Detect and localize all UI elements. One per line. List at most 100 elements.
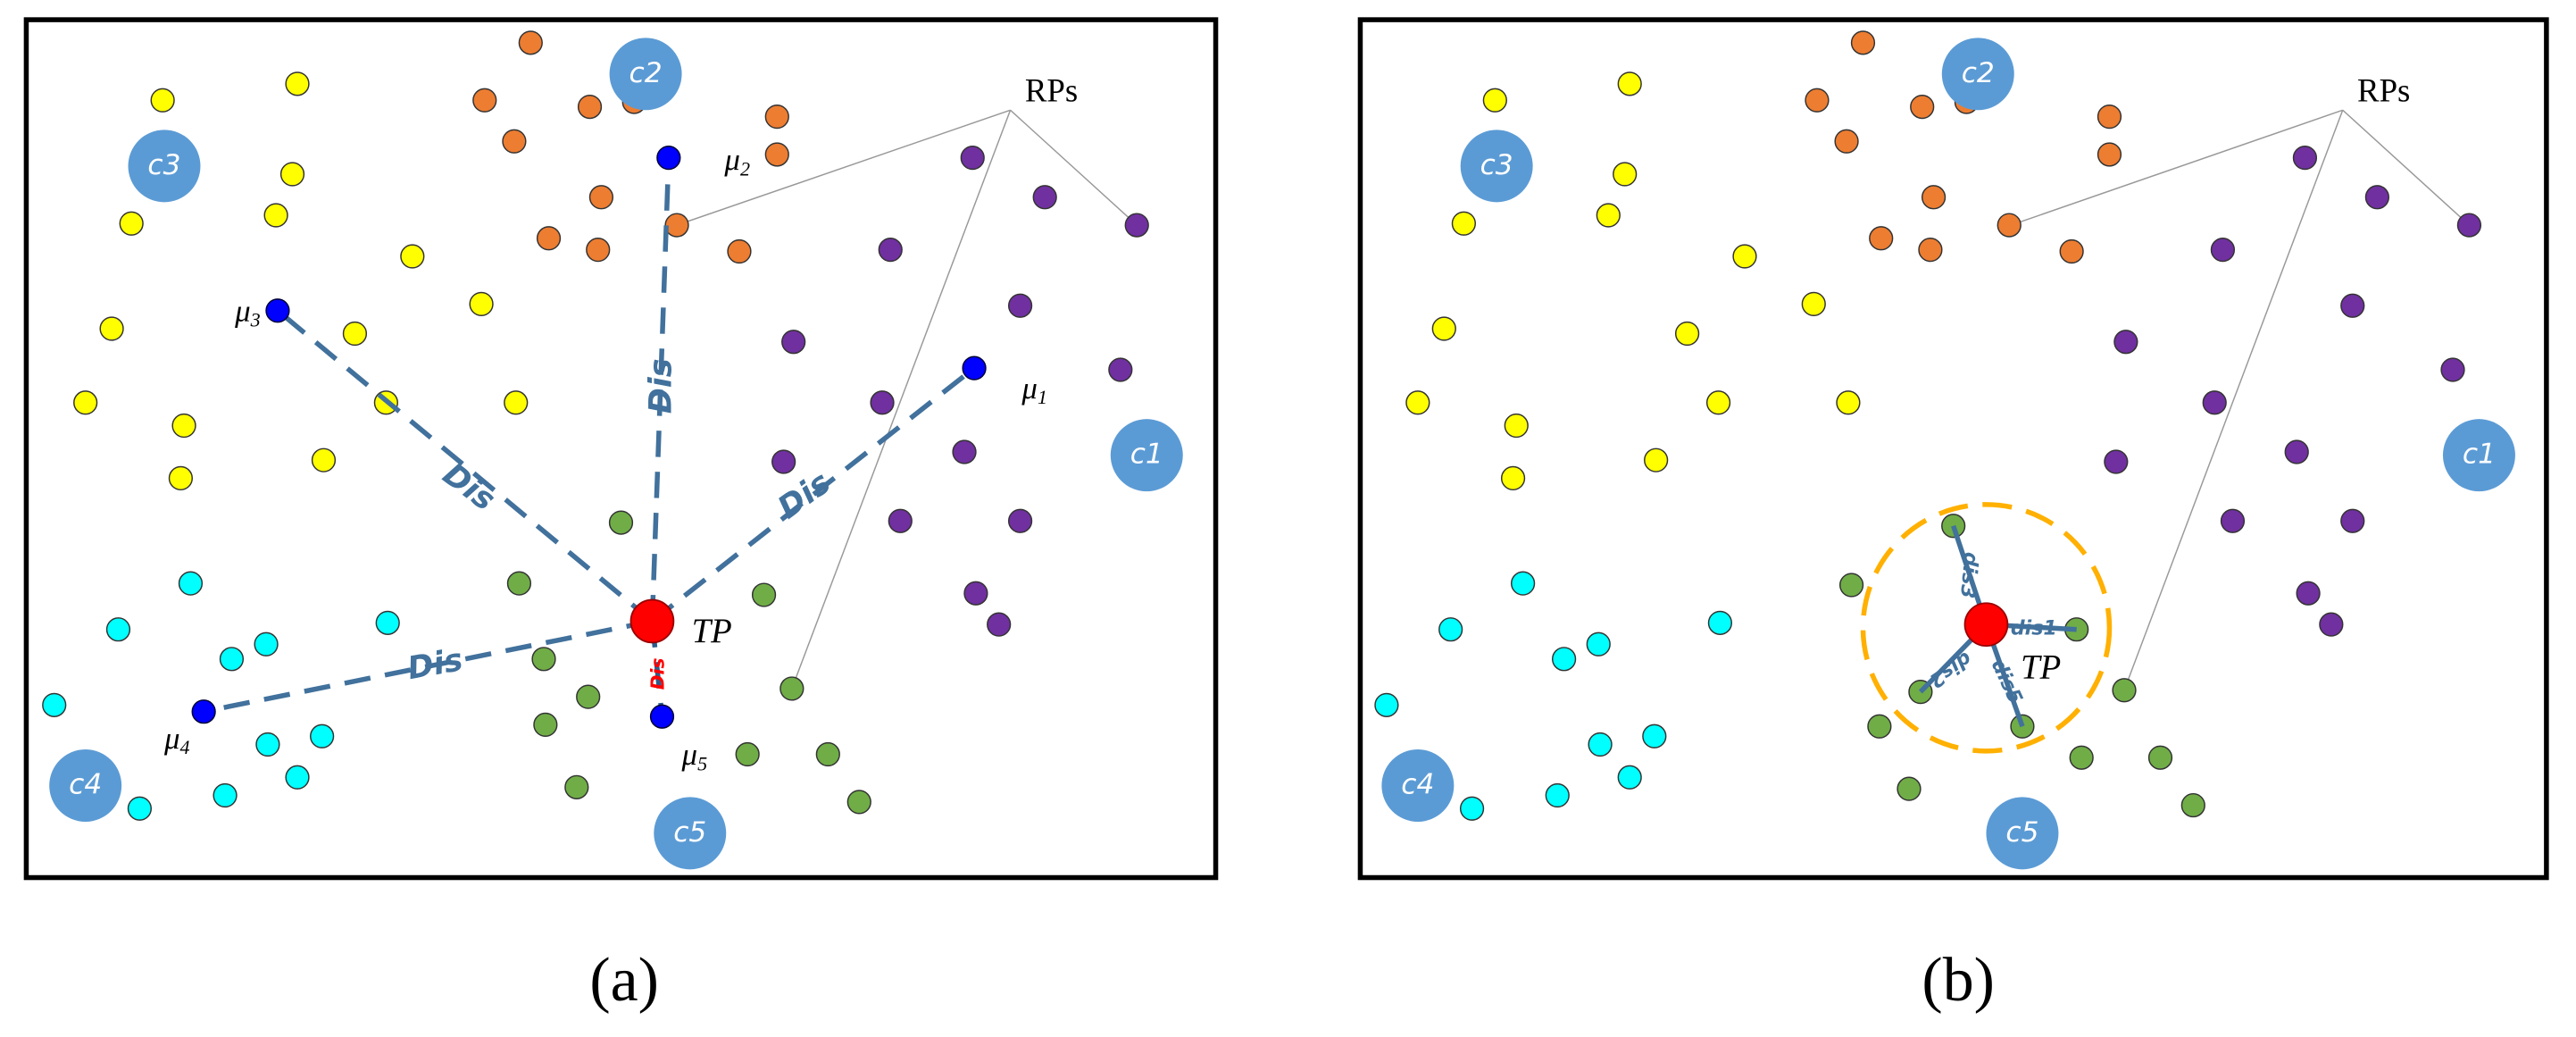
point (2296, 581, 2321, 606)
point (2220, 508, 2246, 533)
point (1867, 714, 1892, 739)
mu-label: μ5 (681, 737, 708, 774)
point (1586, 631, 1611, 656)
point (1921, 185, 1947, 210)
point (576, 684, 601, 709)
point (2097, 142, 2122, 167)
point (1644, 447, 1669, 473)
mu-label: μ3 (234, 293, 261, 330)
point (2180, 792, 2205, 818)
distance-line (203, 618, 653, 715)
point (1617, 765, 1642, 790)
point (664, 213, 689, 238)
panel-a-frame (23, 17, 1219, 881)
cluster-center (128, 130, 201, 203)
point (178, 571, 204, 596)
point (2319, 612, 2344, 637)
point (99, 316, 124, 341)
caption: (b) (1922, 946, 1995, 1015)
point (1500, 465, 1526, 491)
point (1617, 71, 1642, 96)
cluster-center (49, 749, 122, 822)
point (815, 741, 840, 767)
cluster-label: c1 (2463, 439, 2496, 471)
mu-subscript: 2 (740, 157, 750, 180)
distance-label: Dis (436, 456, 501, 518)
point (764, 142, 789, 167)
distance-label: dis2 (1925, 647, 1976, 691)
point (1007, 293, 1033, 318)
point (531, 647, 556, 672)
point (533, 712, 558, 738)
point (1732, 244, 1757, 269)
mu-subscript: 4 (180, 736, 190, 758)
tp-point (629, 598, 675, 644)
cluster-label: c5 (2005, 816, 2038, 849)
point (2069, 745, 2094, 770)
point (1108, 357, 1133, 382)
cluster-label: c3 (147, 149, 180, 181)
point (342, 321, 368, 347)
mu-point (649, 704, 675, 729)
point (73, 390, 98, 415)
point (735, 741, 760, 767)
point (504, 390, 529, 415)
point (987, 612, 1012, 637)
point (171, 413, 196, 439)
distance-label: Dis (405, 642, 466, 687)
distance-line (649, 157, 671, 622)
rps-label: RPs (1025, 71, 1078, 108)
point (105, 617, 131, 642)
point (42, 692, 67, 717)
point (1801, 291, 1826, 317)
cluster-label: c2 (1962, 57, 1995, 89)
point (952, 439, 977, 464)
cluster-center (1941, 38, 2014, 111)
mu-label: μ4 (163, 721, 190, 758)
distance-label: dis1 (2011, 618, 2057, 640)
point (1431, 316, 1456, 341)
mu-point (191, 699, 216, 724)
point (1504, 413, 1529, 439)
point (960, 146, 985, 171)
cluster-label: c3 (1480, 149, 1513, 181)
mu-symbol: μ (1021, 371, 1038, 406)
point (608, 510, 634, 535)
point (564, 774, 589, 799)
point (469, 291, 494, 317)
point (878, 238, 903, 263)
mu-symbol: μ (681, 737, 698, 772)
point (2112, 678, 2137, 703)
point (963, 581, 988, 606)
point (400, 244, 425, 269)
point (1588, 732, 1613, 757)
point (2340, 508, 2365, 533)
caption: (a) (589, 946, 659, 1015)
distance-label: dis3 (1955, 551, 1981, 599)
point (781, 330, 806, 355)
point (1007, 508, 1033, 533)
cluster-label: c4 (69, 768, 102, 800)
rp-line (676, 109, 1011, 226)
mu-subscript: 1 (1038, 386, 1047, 408)
point (1805, 88, 1830, 113)
point (255, 732, 280, 757)
point (870, 390, 895, 415)
distance-label: Dis (646, 657, 668, 690)
cluster-label: c4 (1401, 768, 1434, 800)
point (1642, 723, 1667, 748)
point (2104, 449, 2129, 474)
cluster-label: c2 (629, 57, 663, 89)
point (1451, 211, 1476, 236)
point (285, 765, 310, 790)
point (311, 447, 337, 473)
point (1510, 571, 1536, 596)
rps-label: RPs (2357, 71, 2410, 108)
rp-line (791, 110, 1012, 690)
cluster-center (1460, 130, 1533, 203)
point (586, 238, 611, 263)
rp-line (2010, 109, 2343, 226)
point (588, 185, 614, 210)
point (1374, 692, 1399, 717)
